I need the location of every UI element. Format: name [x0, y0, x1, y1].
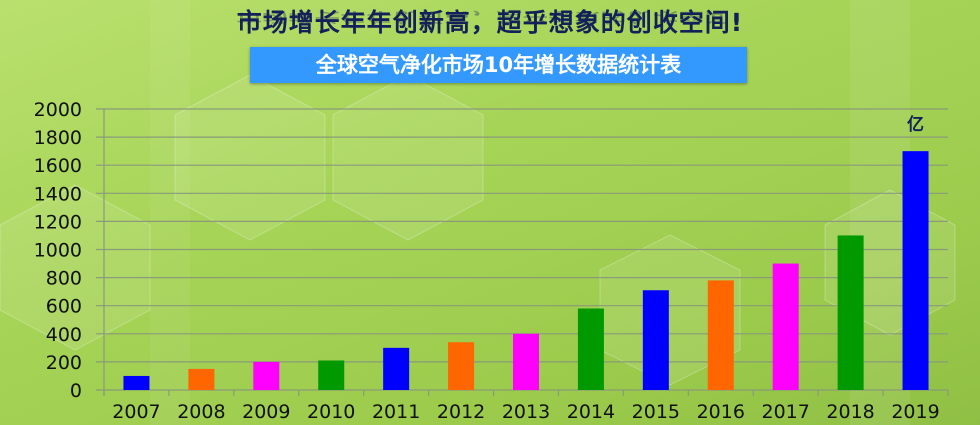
x-tick-label: 2012	[437, 401, 485, 423]
bar-2007	[123, 375, 150, 390]
headline: 市场增长年年创新高，超乎想象的创收空间!	[236, 8, 744, 37]
x-tick-label: 2018	[826, 401, 874, 423]
x-tick-label: 2007	[112, 401, 160, 423]
chart-title: 全球空气净化市场10年增长数据统计表	[250, 47, 747, 83]
x-tick-label: 2015	[632, 401, 680, 423]
bar-2009	[253, 361, 280, 390]
bar-2018	[837, 235, 864, 390]
x-tick-label: 2011	[372, 401, 420, 423]
bar-2016	[707, 280, 734, 390]
unit-label: 亿	[907, 114, 924, 135]
bar-2010	[318, 360, 345, 390]
x-tick-label: 2017	[762, 401, 810, 423]
x-tick-label: 2014	[567, 401, 615, 423]
x-tick-label: 2016	[697, 401, 745, 423]
bar-2014	[577, 308, 604, 390]
y-tick-label: 1400	[34, 183, 82, 205]
y-tick-label: 400	[46, 324, 82, 346]
y-tick-label: 1800	[34, 127, 82, 149]
y-tick-label: 1200	[34, 211, 82, 233]
y-tick-label: 600	[46, 296, 82, 318]
x-tick-label: 2019	[891, 401, 939, 423]
x-tick-label: 2013	[502, 401, 550, 423]
x-tick-label: 2009	[242, 401, 290, 423]
x-tick-label: 2010	[307, 401, 355, 423]
bar-2011	[383, 347, 410, 390]
bar-2012	[448, 342, 475, 390]
y-tick-label: 1000	[34, 240, 82, 262]
bar-2017	[772, 263, 799, 390]
y-tick-label: 1600	[34, 155, 82, 177]
x-tick-label: 2008	[177, 401, 225, 423]
y-tick-label: 2000	[34, 99, 82, 121]
y-tick-label: 800	[46, 268, 82, 290]
bar-2019	[902, 151, 929, 390]
bar-2015	[642, 290, 669, 390]
bar-2013	[513, 333, 539, 390]
y-tick-label: 0	[70, 380, 82, 402]
bar-2008	[188, 368, 215, 390]
y-tick-label: 200	[46, 352, 82, 374]
